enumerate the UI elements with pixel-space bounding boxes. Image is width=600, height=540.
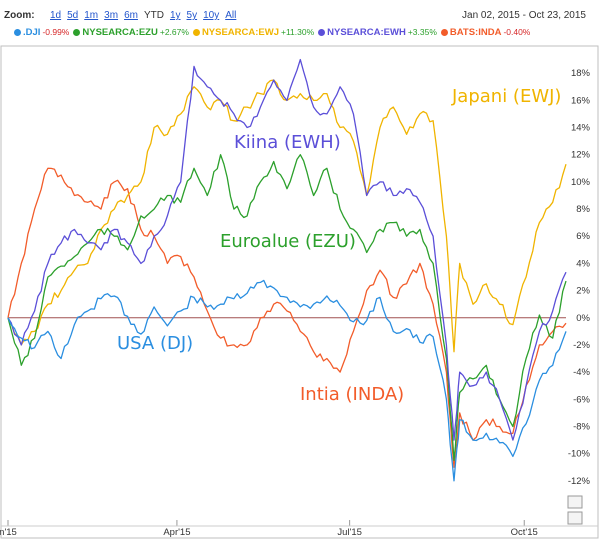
legend-series-name: .DJI [23, 27, 41, 38]
series-line [7, 154, 567, 462]
zoom-label: Zoom: [4, 10, 35, 21]
legend-item[interactable]: NYSEARCA:EWJ +11.30% [192, 27, 315, 38]
scroll-handle-icon[interactable] [567, 511, 583, 525]
y-tick-label: -2% [573, 340, 590, 351]
legend-series-change: +3.35% [407, 27, 437, 37]
series-annotation: Kiina (EWH) [234, 132, 341, 153]
y-tick-label: 8% [576, 204, 590, 215]
zoom-option-all[interactable]: All [225, 10, 237, 21]
legend-series-name: NYSEARCA:EZU [82, 27, 158, 38]
series-line [7, 167, 567, 468]
chart-frame [0, 45, 599, 539]
legend-dot-icon [192, 29, 200, 36]
toolbar: Zoom: 1d 5d 1m 3m 6m YTD 1y 5y 10y All Jan 02, 20… [4, 8, 592, 24]
legend-series-name: BATS:INDA [449, 27, 502, 38]
legend-series-change: -0.40% [503, 27, 531, 37]
date-range: Jan 02, 2015 - Oct 23, 2015 [462, 10, 586, 21]
series-annotation: USA (DJ) [117, 333, 193, 354]
series-annotation: Euroalue (EZU) [220, 231, 356, 252]
y-tick-label: 18% [571, 68, 591, 79]
y-tick-label: -6% [573, 394, 590, 405]
legend-item[interactable]: BATS:INDA -0.40% [440, 27, 531, 38]
legend-item[interactable]: NYSEARCA:EWH +3.35% [318, 27, 437, 38]
y-tick-label: 16% [571, 95, 591, 106]
resize-handle-icon[interactable] [567, 495, 583, 509]
y-tick-label: 6% [576, 231, 590, 242]
y-tick-label: 12% [571, 150, 591, 161]
zoom-option-1m[interactable]: 1m [84, 10, 99, 21]
x-tick-label: Oct'15 [511, 527, 538, 538]
legend-dot-icon [14, 29, 21, 36]
y-tick-label: 2% [576, 286, 590, 297]
legend-series-name: NYSEARCA:EWJ [201, 27, 279, 38]
legend: .DJI -0.99% NYSEARCA:EZU +2.67% NYSEARCA:EWJ… [14, 27, 594, 41]
zoom-option-1d[interactable]: 1d [50, 10, 62, 21]
y-tick-label: 14% [571, 123, 591, 134]
legend-item[interactable]: .DJI -0.99% [14, 27, 69, 38]
y-tick-label: -4% [573, 367, 590, 378]
zoom-option-5y[interactable]: 5y [186, 10, 198, 21]
y-tick-label: 10% [571, 177, 591, 188]
zoom-option-6m[interactable]: 6m [124, 10, 138, 21]
legend-series-name: NYSEARCA:EWH [327, 27, 406, 38]
legend-series-change: +2.67% [159, 27, 189, 37]
series-line [7, 79, 567, 353]
zoom-options: 1d 5d 1m 3m 6m YTD 1y 5y 10y All [50, 10, 242, 21]
legend-dot-icon [440, 29, 448, 36]
y-tick-label: -12% [568, 476, 591, 487]
zoom-option-ytd[interactable]: YTD [143, 10, 164, 21]
legend-item[interactable]: NYSEARCA:EZU +2.67% [73, 27, 189, 38]
zoom-option-3m[interactable]: 3m [104, 10, 119, 21]
y-tick-label: -10% [568, 449, 591, 460]
legend-series-change: +11.30% [281, 27, 315, 37]
legend-dot-icon [318, 29, 326, 36]
x-tick-label: n'15 [0, 527, 17, 538]
legend-dot-icon [73, 29, 81, 36]
y-tick-label: 4% [576, 258, 590, 269]
zoom-option-5d[interactable]: 5d [67, 10, 79, 21]
zoom-option-1y[interactable]: 1y [169, 10, 181, 21]
series-line [7, 58, 567, 441]
y-tick-label: 0% [576, 313, 590, 324]
x-tick-label: Apr'15 [163, 527, 190, 538]
legend-series-change: -0.99% [42, 27, 70, 37]
series-line [7, 279, 567, 482]
zoom-option-10y[interactable]: 10y [203, 10, 220, 21]
series-annotation: Intia (INDA) [300, 384, 404, 405]
y-tick-label: -8% [573, 421, 590, 432]
x-tick-label: Jul'15 [337, 527, 362, 538]
series-annotation: Japani (EWJ) [451, 86, 561, 107]
